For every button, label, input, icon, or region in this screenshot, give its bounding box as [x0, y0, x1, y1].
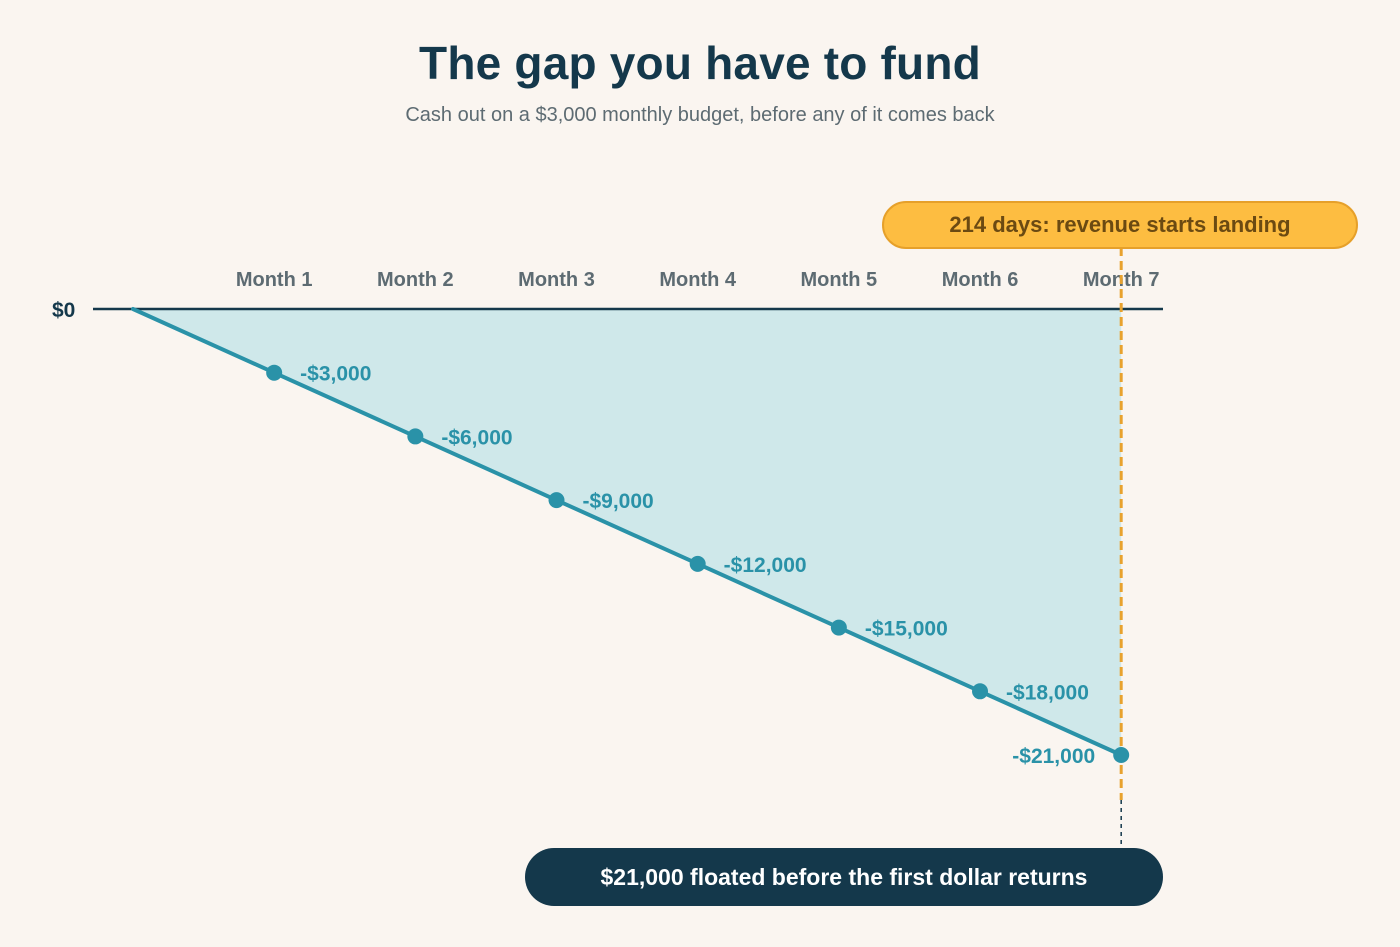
cash-out-line	[131, 307, 1124, 757]
data-point	[266, 364, 283, 381]
data-point	[689, 555, 706, 572]
funding-gap-callout: $21,000 floated before the first dollar …	[525, 848, 1163, 906]
month-label: Month 6	[942, 269, 1019, 291]
month-label: Month 3	[518, 269, 595, 291]
chart-title: The gap you have to fund	[419, 37, 981, 89]
zero-baseline-label: $0	[52, 299, 75, 322]
cash-gap-area	[133, 309, 1122, 755]
revenue-start-annotation: 214 days: revenue starts landing	[882, 201, 1358, 249]
data-point	[407, 428, 424, 445]
data-label: -$18,000	[1006, 681, 1089, 704]
data-label: -$15,000	[865, 618, 948, 641]
data-label: -$12,000	[724, 554, 807, 577]
data-label: -$6,000	[441, 426, 512, 449]
month-label: Month 1	[236, 269, 313, 291]
chart-subtitle: Cash out on a $3,000 monthly budget, bef…	[405, 104, 995, 126]
data-point	[830, 619, 847, 636]
month-label: Month 4	[659, 269, 737, 291]
data-point	[1113, 747, 1130, 763]
month-label: Month 2	[377, 269, 454, 291]
data-point	[972, 683, 989, 700]
data-label: -$21,000	[1012, 745, 1095, 768]
month-label: Month 5	[801, 269, 878, 291]
data-label: -$3,000	[300, 363, 371, 386]
data-label: -$9,000	[583, 490, 654, 513]
data-point	[548, 492, 565, 509]
